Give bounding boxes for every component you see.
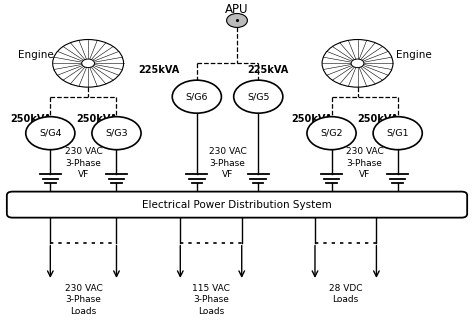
Text: 230 VAC
3-Phase
VF: 230 VAC 3-Phase VF: [346, 148, 383, 179]
Text: Engine: Engine: [396, 50, 432, 60]
FancyBboxPatch shape: [7, 192, 467, 218]
Text: 230 VAC
3-Phase
VF: 230 VAC 3-Phase VF: [209, 148, 246, 179]
Text: S/G6: S/G6: [186, 92, 208, 101]
Text: 115 VAC
3-Phase
Loads: 115 VAC 3-Phase Loads: [192, 284, 230, 316]
Text: S/G2: S/G2: [320, 129, 343, 138]
Text: 225kVA: 225kVA: [138, 65, 180, 75]
Text: 28 VDC
Loads: 28 VDC Loads: [329, 284, 363, 305]
Text: S/G4: S/G4: [39, 129, 62, 138]
Text: Engine: Engine: [18, 50, 54, 60]
Text: Electrical Power Distribution System: Electrical Power Distribution System: [142, 200, 332, 210]
Text: 250kVA: 250kVA: [76, 114, 118, 124]
Text: 230 VAC
3-Phase
Loads: 230 VAC 3-Phase Loads: [64, 284, 102, 316]
Circle shape: [373, 117, 422, 150]
Text: S/G5: S/G5: [247, 92, 270, 101]
Text: 230 VAC
3-Phase
VF: 230 VAC 3-Phase VF: [64, 148, 102, 179]
Circle shape: [92, 117, 141, 150]
Circle shape: [82, 59, 94, 68]
Text: 250kVA: 250kVA: [292, 114, 333, 124]
Circle shape: [351, 59, 364, 68]
Circle shape: [227, 14, 247, 27]
Circle shape: [26, 117, 75, 150]
Text: 225kVA: 225kVA: [247, 65, 288, 75]
Text: APU: APU: [225, 3, 249, 16]
Circle shape: [234, 80, 283, 113]
Circle shape: [307, 117, 356, 150]
Circle shape: [172, 80, 221, 113]
Text: 250kVA: 250kVA: [357, 114, 399, 124]
Text: 250kVA: 250kVA: [10, 114, 51, 124]
Text: S/G1: S/G1: [386, 129, 409, 138]
Text: S/G3: S/G3: [105, 129, 128, 138]
